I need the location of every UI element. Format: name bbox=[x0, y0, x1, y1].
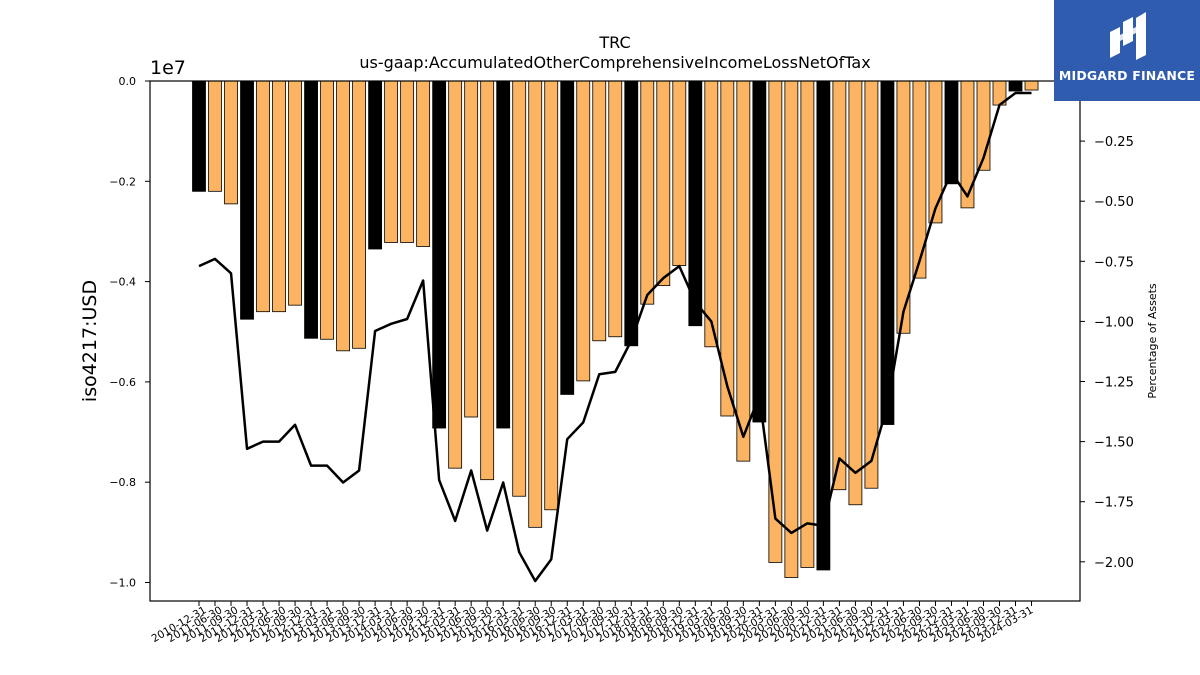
bar bbox=[816, 80, 831, 571]
bar bbox=[320, 80, 334, 340]
bar bbox=[1024, 80, 1039, 91]
y-tick-label: −0.6 bbox=[109, 376, 136, 389]
bar bbox=[784, 80, 799, 578]
bar bbox=[928, 80, 943, 224]
logo-mark-icon bbox=[1110, 12, 1146, 60]
bar bbox=[208, 80, 222, 192]
bar bbox=[480, 80, 495, 481]
bar bbox=[624, 80, 639, 347]
bar bbox=[432, 80, 447, 429]
chart-title: TRC bbox=[598, 33, 630, 52]
bar bbox=[336, 80, 350, 352]
y2-tick-label: −2.00 bbox=[1094, 556, 1134, 571]
bar bbox=[544, 80, 559, 511]
bar bbox=[752, 80, 767, 423]
bar bbox=[256, 80, 270, 313]
bar bbox=[192, 80, 206, 192]
bar bbox=[800, 80, 815, 568]
y-tick-label: −0.4 bbox=[109, 276, 136, 289]
bar bbox=[656, 80, 671, 287]
bar bbox=[240, 80, 254, 320]
y-tick-label: −0.8 bbox=[109, 476, 136, 489]
bar bbox=[864, 80, 879, 489]
bar bbox=[704, 80, 719, 348]
y2-tick-label: −1.25 bbox=[1094, 376, 1134, 391]
y2-tick-label: −1.75 bbox=[1094, 496, 1134, 511]
bar bbox=[832, 80, 847, 491]
y2-tick-label: −1.50 bbox=[1094, 436, 1134, 451]
y2-tick-label: −0.75 bbox=[1094, 255, 1134, 270]
bar bbox=[736, 80, 751, 462]
bar bbox=[560, 80, 575, 395]
line-layer bbox=[198, 91, 1032, 583]
bars-layer bbox=[192, 80, 1039, 578]
bar bbox=[288, 80, 302, 306]
chart-subtitle: us-gaap:AccumulatedOtherComprehensiveInc… bbox=[359, 53, 870, 72]
bar bbox=[368, 80, 383, 250]
y-axis-label: iso4217:USD bbox=[79, 280, 101, 402]
y-tick-label: −1.0 bbox=[109, 577, 136, 590]
y2-tick-label: −0.50 bbox=[1094, 195, 1134, 210]
bar bbox=[384, 80, 399, 243]
bar bbox=[592, 80, 607, 342]
bar bbox=[1008, 80, 1023, 92]
bar bbox=[848, 80, 863, 506]
bar bbox=[272, 80, 286, 313]
bar bbox=[640, 80, 655, 305]
percentage-of-assets-line bbox=[198, 91, 1032, 583]
bar bbox=[224, 80, 238, 205]
bar bbox=[448, 80, 463, 469]
bar bbox=[528, 80, 543, 528]
y2-tick-label: −1.00 bbox=[1094, 315, 1134, 330]
y2-axis-label: Percentage of Assets bbox=[1146, 283, 1159, 399]
y2-tick-label: −0.25 bbox=[1094, 135, 1134, 150]
bar bbox=[944, 80, 959, 185]
y-tick-label: 0.0 bbox=[119, 75, 137, 88]
logo-text: MIDGARD FINANCE bbox=[1058, 68, 1196, 83]
bar bbox=[608, 80, 623, 338]
bar bbox=[352, 80, 367, 349]
bar bbox=[400, 80, 415, 243]
bar bbox=[672, 80, 687, 266]
y-tick-label: −0.2 bbox=[109, 175, 136, 188]
bar bbox=[576, 80, 591, 382]
bar bbox=[464, 80, 479, 418]
bar bbox=[304, 80, 318, 339]
bar bbox=[512, 80, 527, 497]
bar bbox=[416, 80, 431, 247]
brand-logo: MIDGARD FINANCE bbox=[1054, 0, 1200, 101]
y-axis-scale-label: 1e7 bbox=[150, 57, 186, 79]
bar bbox=[496, 80, 511, 429]
